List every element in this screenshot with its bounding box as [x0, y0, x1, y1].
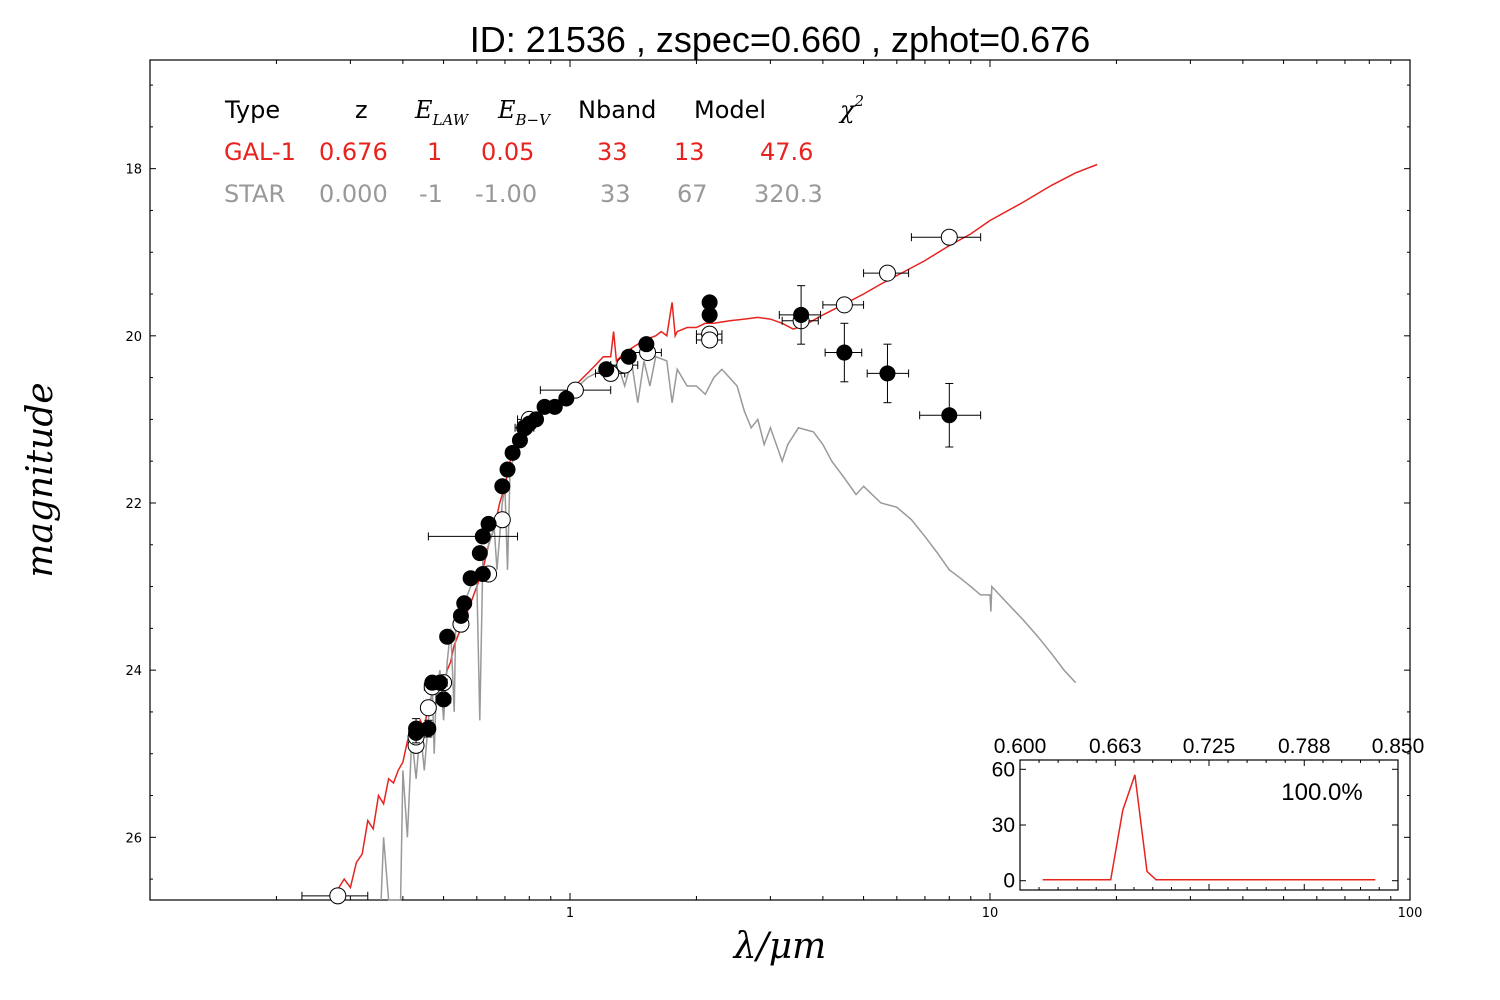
- header-elaw-main: E: [414, 96, 433, 124]
- observed-mag-point: [435, 691, 452, 708]
- observed-mag-point: [620, 348, 637, 365]
- header-ebv: EB−V: [497, 96, 552, 129]
- row-gal-z: 0.676: [319, 138, 388, 166]
- y-tick-label: 20: [125, 330, 142, 345]
- header-z: z: [355, 96, 368, 124]
- observed-mag-point: [638, 336, 655, 353]
- model-mag-point: [419, 699, 437, 717]
- header-chi-sup: 2: [854, 92, 865, 110]
- model-mag-point: [835, 296, 853, 314]
- inset-y-tick-label: 60: [992, 758, 1015, 781]
- observed-mag-point: [499, 461, 516, 478]
- model-mag-point: [940, 228, 958, 246]
- inset-frame: [1019, 759, 1399, 891]
- observed-mag-point: [941, 407, 958, 424]
- model-mag-point: [878, 264, 896, 282]
- row-gal-model: 13: [674, 138, 705, 166]
- observed-mag-point: [528, 411, 545, 428]
- header-chi-main: χ: [838, 96, 856, 124]
- observed-mag-point: [420, 720, 437, 737]
- observed-mag-point: [504, 444, 521, 461]
- row-star-elaw: -1: [419, 180, 443, 208]
- y-tick-label: 18: [125, 163, 142, 178]
- observed-mag-point: [836, 344, 853, 361]
- header-type: Type: [224, 96, 280, 124]
- y-tick-label: 22: [125, 497, 142, 512]
- inset-x-tick-label: 0.850: [1372, 735, 1425, 758]
- inset-annotation: 100.0%: [1281, 779, 1362, 806]
- header-ebv-sub: B−V: [515, 111, 553, 129]
- inset-x-tick-label: 0.600: [994, 735, 1047, 758]
- header-chi2: χ2: [838, 92, 864, 124]
- model-mag-point: [701, 331, 719, 349]
- y-tick-label: 26: [125, 831, 142, 846]
- row-star-type: STAR: [224, 180, 285, 208]
- row-star-model: 67: [677, 180, 708, 208]
- inset-x-tick-label: 0.663: [1089, 735, 1142, 758]
- row-gal-type: GAL-1: [224, 138, 296, 166]
- points-layer: [301, 228, 982, 905]
- x-tick-label: 10: [982, 906, 999, 921]
- model-mag-point: [493, 511, 511, 529]
- y-axis-label: magnitude: [20, 382, 61, 577]
- observed-mag-point: [558, 390, 575, 407]
- observed-mag-point: [701, 306, 718, 323]
- model-mag-point: [329, 887, 347, 905]
- observed-mag-point: [431, 674, 448, 691]
- header-elaw: ELAW: [414, 96, 470, 129]
- x-tick-label: 1: [566, 906, 574, 921]
- row-gal-nband: 33: [597, 138, 628, 166]
- row-star: STAR 0.000 -1 -1.00 33 67 320.3: [224, 180, 823, 208]
- row-gal-ebv: 0.05: [481, 138, 534, 166]
- observed-mag-point: [439, 628, 456, 645]
- inset-x-tick-label: 0.725: [1183, 735, 1236, 758]
- observed-mag-point: [474, 566, 491, 583]
- x-tick-label: 100: [1398, 906, 1423, 921]
- observed-mag-point: [456, 595, 473, 612]
- observed-mag-point: [598, 361, 615, 378]
- inset-pdz: 0.600 0.663 0.725 0.788 0.850 0 30 60 100.0%: [992, 735, 1425, 893]
- observed-mag-point: [546, 398, 563, 415]
- header-elaw-sub: LAW: [432, 111, 470, 129]
- row-gal-chi2: 47.6: [760, 138, 813, 166]
- inset-pdz-line: [1042, 774, 1376, 881]
- row-star-ebv: -1.00: [475, 180, 537, 208]
- inset-x-tick-label: 0.788: [1278, 735, 1331, 758]
- row-gal: GAL-1 0.676 1 0.05 33 13 47.6: [224, 138, 813, 166]
- row-gal-elaw: 1: [427, 138, 442, 166]
- inset-layer: 0.600 0.663 0.725 0.788 0.850 0 30 60: [992, 735, 1425, 893]
- header-ebv-main: E: [497, 96, 516, 124]
- observed-mag-point: [471, 545, 488, 562]
- row-star-chi2: 320.3: [754, 180, 823, 208]
- observed-mag-point: [879, 365, 896, 382]
- observed-mag-point: [793, 306, 810, 323]
- inset-y-tick-label: 30: [992, 814, 1015, 837]
- chart-title: ID: 21536 , zspec=0.660 , zphot=0.676: [470, 19, 1090, 60]
- x-axis-label: λ/μm: [732, 926, 826, 967]
- row-star-nband: 33: [600, 180, 631, 208]
- header-model: Model: [694, 96, 766, 124]
- observed-mag-point: [494, 478, 511, 495]
- inset-y-tick-label: 0: [1003, 870, 1015, 893]
- header-nband: Nband: [578, 96, 656, 124]
- y-tick-label: 24: [125, 664, 142, 679]
- observed-mag-point: [480, 515, 497, 532]
- row-star-z: 0.000: [319, 180, 388, 208]
- fit-table: Type z ELAW EB−V Nband Model χ2 GAL-1 0.…: [224, 92, 864, 208]
